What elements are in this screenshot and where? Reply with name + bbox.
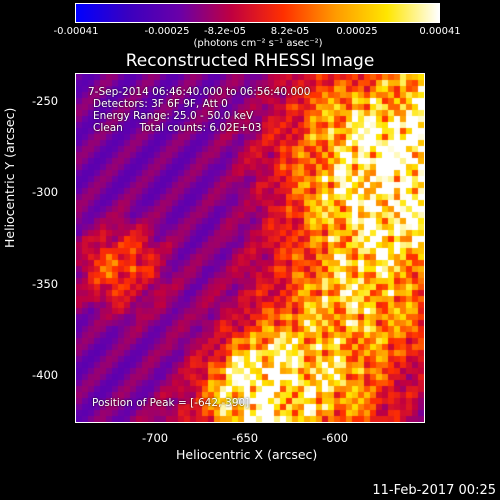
chart-title: Reconstructed RHESSI Image	[125, 51, 375, 71]
x-axis-label: Heliocentric X (arcsec)	[176, 447, 318, 462]
x-tick-label: -700	[142, 431, 169, 445]
colorbar-tick-label: 8.2e-05	[270, 26, 310, 37]
colorbar	[75, 3, 440, 23]
annotation-energy: Energy Range: 25.0 - 50.0 keV	[93, 110, 254, 122]
y-tick-label: -350	[32, 277, 59, 291]
y-tick-label: -400	[32, 368, 59, 382]
y-axis-label: Heliocentric Y (arcsec)	[2, 107, 17, 248]
x-tick-label: -600	[322, 431, 349, 445]
heatmap-image	[76, 74, 424, 422]
y-tick-label: -300	[32, 185, 59, 199]
annotation-detectors: Detectors: 3F 6F 9F, Att 0	[93, 98, 228, 110]
colorbar-tick-label: -8.2e-05	[204, 26, 246, 37]
plot-frame	[75, 73, 425, 423]
y-tick-label: -250	[32, 94, 59, 108]
colorbar-tick-label: 0.00025	[336, 26, 378, 37]
colorbar-units: (photons cm⁻² s⁻¹ asec⁻²)	[193, 38, 323, 49]
colorbar-tick-label: -0.00041	[53, 26, 99, 37]
colorbar-tick-label: 0.00041	[419, 26, 461, 37]
peak-position-label: Position of Peak = [-642,-390]	[92, 397, 250, 409]
colorbar-tick-label: -0.00025	[144, 26, 190, 37]
annotation-method: Clean Total counts: 6.02E+03	[93, 122, 262, 134]
annotation-time: 7-Sep-2014 06:46:40.000 to 06:56:40.000	[88, 86, 311, 98]
x-tick-label: -650	[232, 431, 259, 445]
timestamp-footer: 11-Feb-2017 00:25	[372, 483, 496, 498]
